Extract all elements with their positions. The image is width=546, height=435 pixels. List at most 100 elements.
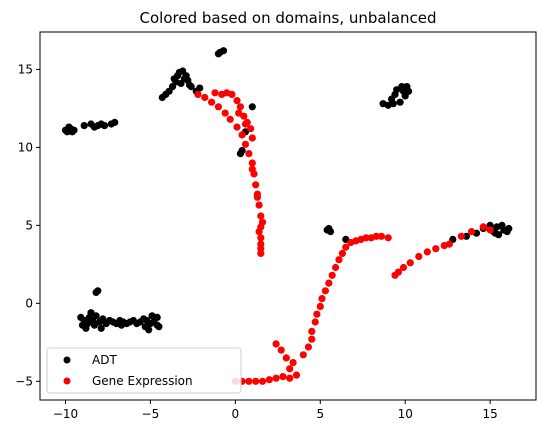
point-gene-expression [432,245,440,253]
legend-box [46,347,242,394]
point-gene-expression [415,252,423,261]
point-adt [180,75,188,83]
point-gene-expression [236,103,244,111]
y-tick-label: 10 [18,140,33,154]
point-gene-expression [272,340,280,348]
legend-label-adt: ADT [92,353,117,367]
point-gene-expression [318,295,326,303]
point-gene-expression [265,376,273,384]
point-gene-expression [248,159,256,167]
point-adt [148,312,156,320]
point-gene-expression [328,271,336,279]
point-gene-expression [211,89,219,97]
point-gene-expression [479,223,487,231]
point-gene-expression [377,232,385,240]
point-gene-expression [248,165,256,173]
point-gene-expression [423,248,431,256]
legend-marker-adt [63,356,71,364]
point-gene-expression [286,365,294,373]
point-adt [70,126,78,134]
point-adt [170,75,178,83]
point-gene-expression [486,226,494,234]
point-gene-expression [362,234,370,242]
point-gene-expression [258,377,267,385]
y-tick-label: 5 [25,218,33,232]
point-gene-expression [338,249,346,257]
point-gene-expression [277,346,285,354]
point-gene-expression [255,201,263,209]
point-gene-expression [311,318,319,326]
point-gene-expression [252,181,260,189]
point-gene-expression [308,327,316,335]
point-adt [97,120,105,128]
y-tick-label: 15 [18,62,33,76]
point-gene-expression [241,120,250,128]
point-gene-expression [201,93,209,102]
legend-label-gene-expression: Gene Expression [92,374,193,388]
point-adt [196,84,204,92]
point-gene-expression [325,279,333,287]
point-adt [111,118,119,126]
point-gene-expression [286,374,294,382]
point-gene-expression [257,234,265,242]
point-adt [379,100,387,108]
data-points [61,47,513,385]
point-gene-expression [335,256,343,264]
point-adt [153,321,161,329]
point-adt [187,83,195,91]
point-gene-expression [457,232,465,240]
point-gene-expression [332,263,340,272]
point-gene-expression [299,351,307,359]
x-tick-label: −5 [142,407,160,421]
point-gene-expression [221,109,229,117]
point-gene-expression [257,212,265,220]
plot-frame [39,31,537,401]
x-tick-label: 0 [232,407,240,421]
point-gene-expression [372,232,380,240]
point-adt [141,323,149,331]
point-gene-expression [238,131,246,139]
point-gene-expression [282,354,290,362]
point-gene-expression [208,98,216,106]
point-gene-expression [258,218,267,226]
point-gene-expression [308,335,316,343]
point-gene-expression [257,249,265,257]
point-adt [396,98,404,106]
point-adt [325,224,333,233]
point-gene-expression [445,240,453,248]
point-gene-expression [214,103,222,111]
point-gene-expression [272,374,280,382]
point-gene-expression [279,373,287,381]
y-axis: −5 0 5 10 15 [15,62,40,388]
x-tick-label: 5 [316,407,324,421]
point-gene-expression [399,263,408,272]
point-adt [498,221,506,229]
x-axis: −10 −5 0 5 10 15 [53,400,498,421]
point-gene-expression [247,125,255,133]
legend: ADT Gene Expression [46,347,242,394]
point-gene-expression [316,302,324,310]
point-gene-expression [226,115,234,123]
point-adt [92,288,100,296]
point-adt [399,87,408,95]
point-gene-expression [245,150,253,158]
point-gene-expression [235,109,243,117]
legend-marker-gene-expression [63,377,71,385]
point-gene-expression [467,228,476,236]
point-gene-expression [241,140,250,148]
point-adt [117,321,126,329]
point-gene-expression [194,90,202,98]
point-adt [78,321,87,329]
point-adt [248,103,256,111]
x-tick-label: −10 [53,407,78,421]
point-gene-expression [406,259,414,267]
point-gene-expression [255,228,263,236]
point-gene-expression [252,377,260,385]
y-tick-label: −5 [15,374,33,388]
point-adt [405,87,413,95]
point-adt [236,150,244,158]
point-gene-expression [253,193,261,201]
point-gene-expression [384,234,392,242]
point-gene-expression [289,359,297,367]
